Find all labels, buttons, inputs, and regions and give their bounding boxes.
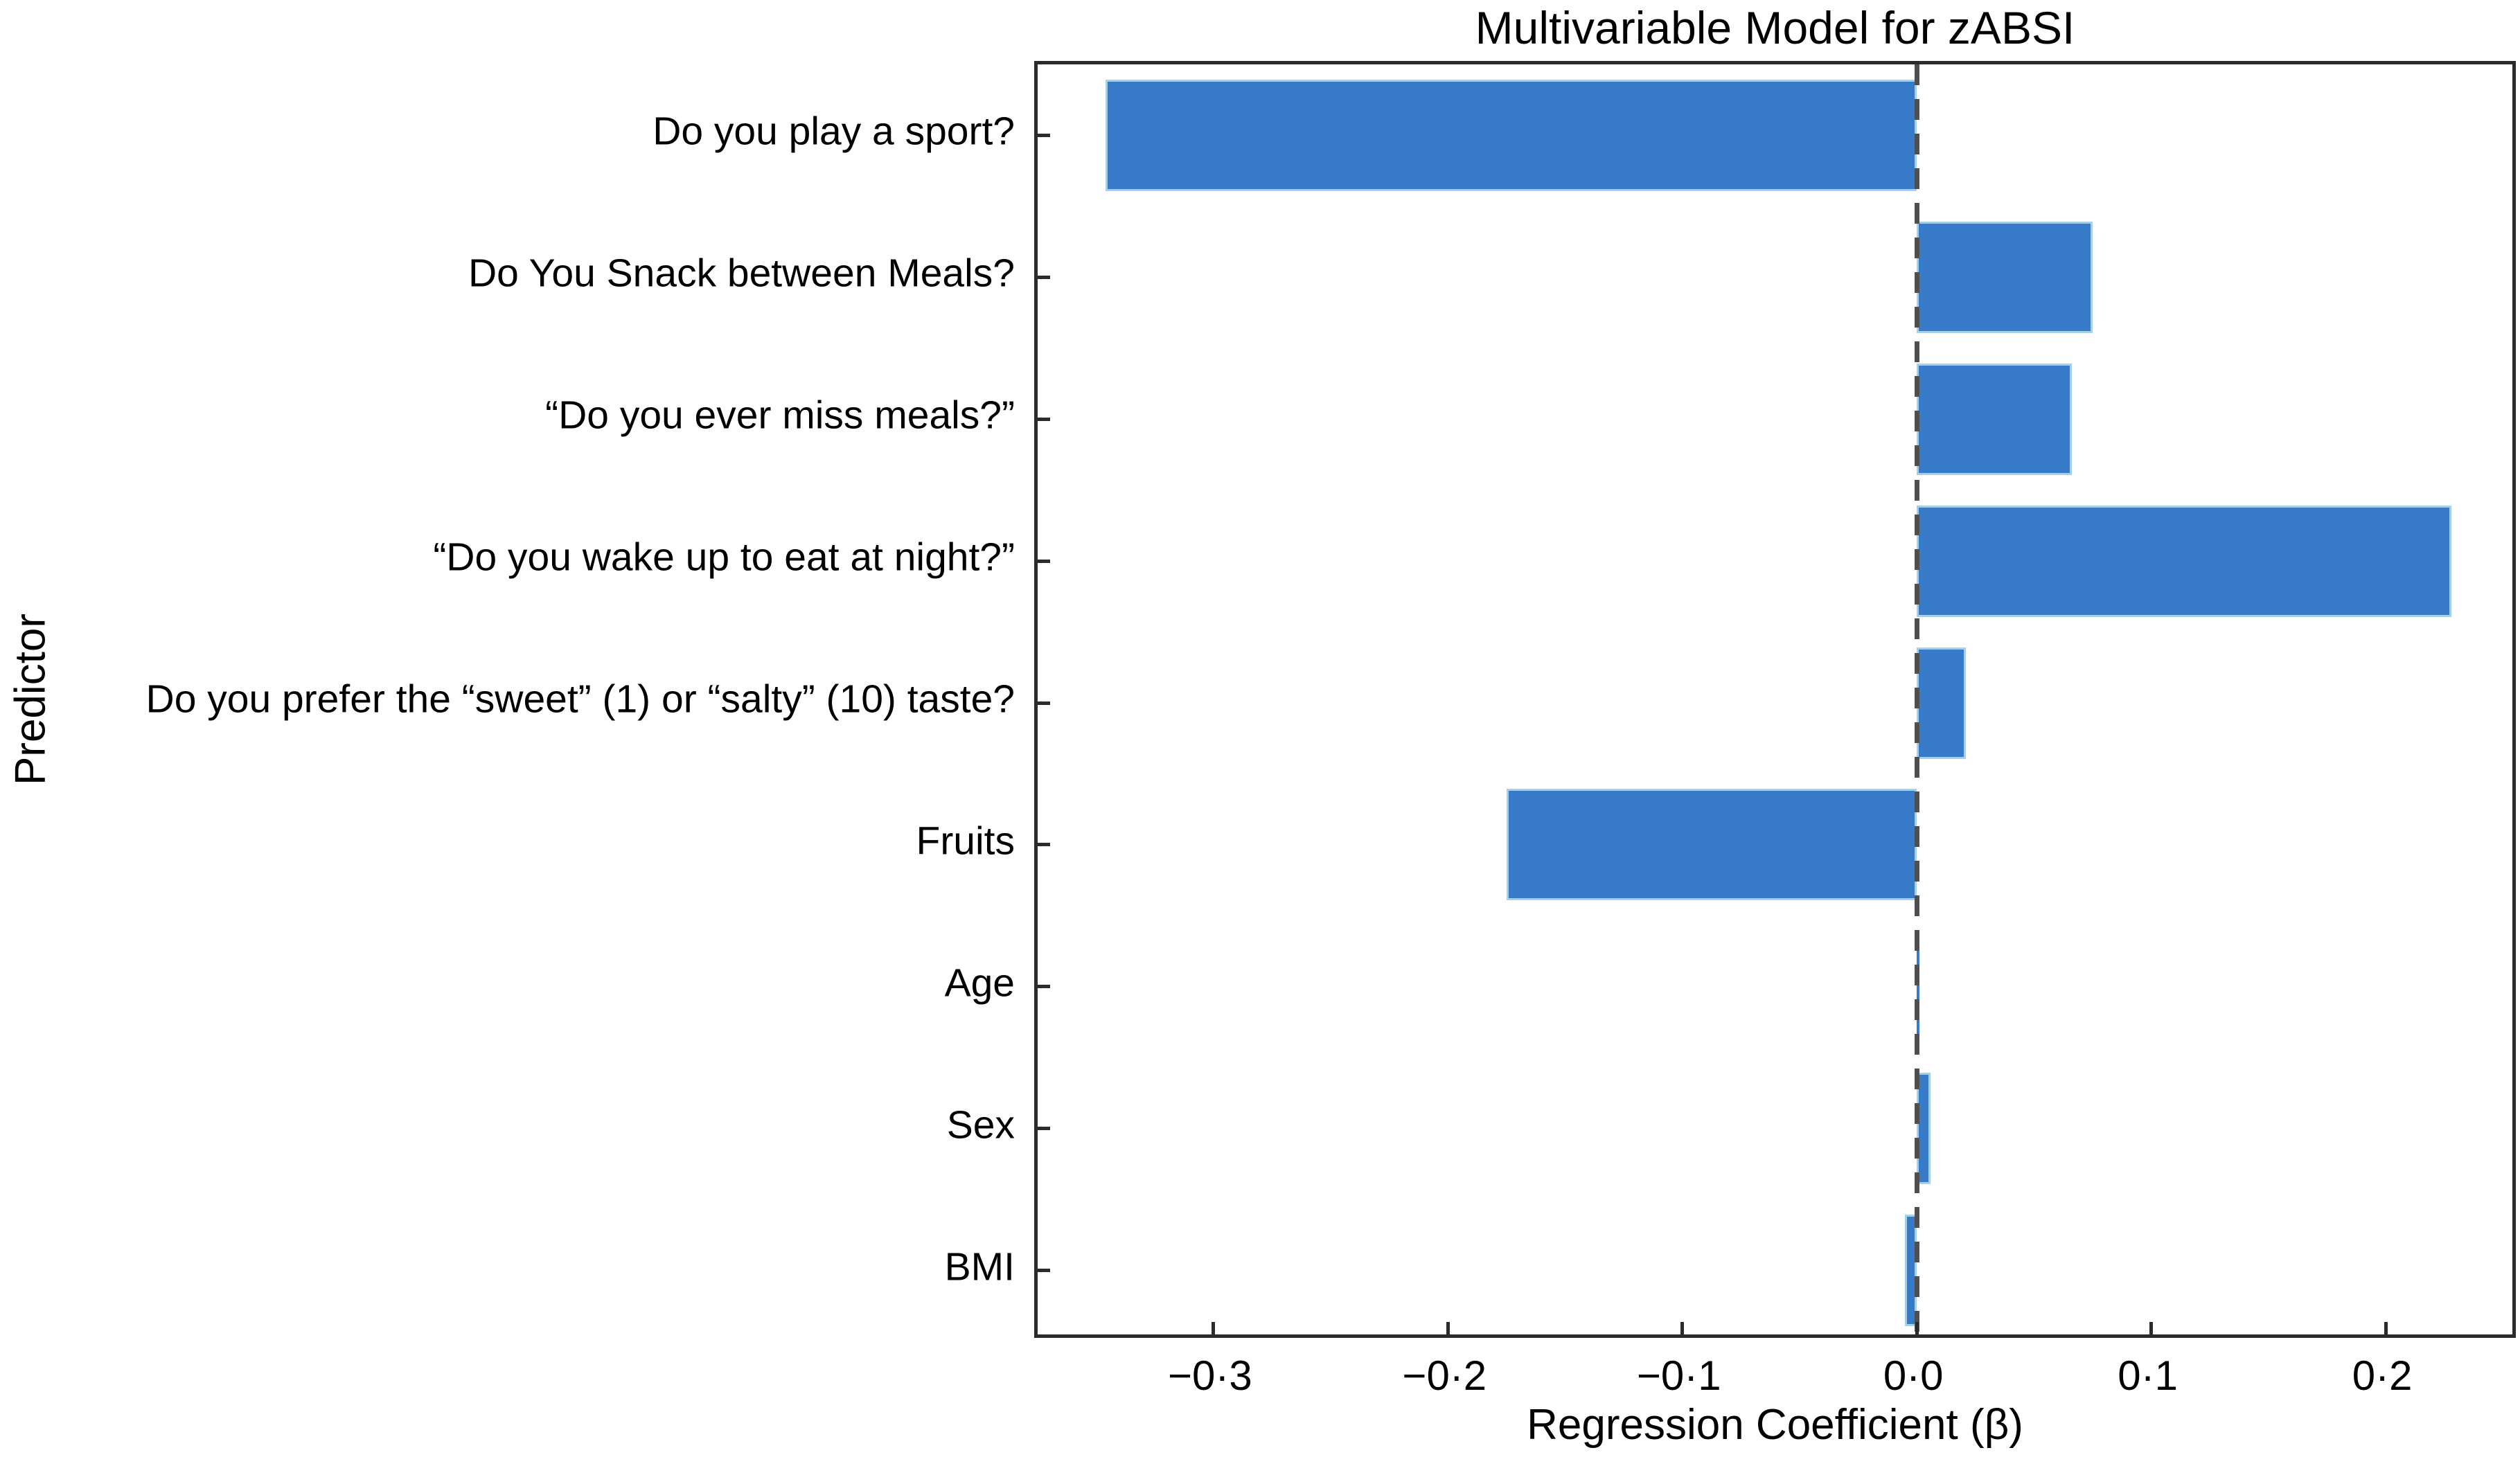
- x-tick-1: [1446, 1322, 1450, 1334]
- y-tick-6: [1038, 985, 1050, 989]
- y-axis-label-7: Sex: [946, 1102, 1015, 1147]
- x-tick-label-1: −0·2: [1402, 1352, 1487, 1399]
- x-tick-0: [1212, 1322, 1216, 1334]
- y-axis-label-5: Fruits: [916, 819, 1015, 864]
- y-tick-7: [1038, 1127, 1050, 1131]
- x-tick-label-5: 0·2: [2352, 1352, 2413, 1399]
- y-axis-label-3: “Do you wake up to eat at night?”: [433, 535, 1015, 580]
- bar-0: [1106, 79, 1917, 191]
- zero-line: [1914, 64, 1919, 1334]
- bar-5: [1506, 789, 1917, 901]
- y-axis-label-2: “Do you ever miss meals?”: [545, 393, 1015, 438]
- bar-3: [1917, 505, 2451, 617]
- y-axis-title: Predictor: [6, 613, 55, 786]
- y-tick-1: [1038, 275, 1050, 279]
- x-tick-5: [2384, 1322, 2388, 1334]
- y-tick-0: [1038, 133, 1050, 137]
- x-axis-title: Regression Coefficient (β): [1527, 1401, 2023, 1449]
- bar-1: [1917, 221, 2093, 333]
- y-axis-label-8: BMI: [944, 1244, 1015, 1289]
- x-tick-2: [1680, 1322, 1685, 1334]
- bar-2: [1917, 363, 2072, 475]
- x-tick-label-0: −0·3: [1167, 1352, 1252, 1399]
- x-tick-label-2: −0·1: [1636, 1352, 1721, 1399]
- bar-4: [1917, 647, 1967, 759]
- y-tick-2: [1038, 417, 1050, 421]
- x-tick-label-4: 0·1: [2118, 1352, 2178, 1399]
- y-axis-label-0: Do you play a sport?: [653, 109, 1015, 154]
- y-axis-label-1: Do You Snack between Meals?: [468, 251, 1015, 296]
- y-tick-3: [1038, 559, 1050, 563]
- y-tick-8: [1038, 1269, 1050, 1273]
- y-axis-label-6: Age: [944, 960, 1015, 1005]
- y-tick-4: [1038, 701, 1050, 705]
- plot-area: [1034, 61, 2516, 1338]
- x-tick-3: [1915, 1322, 1919, 1334]
- chart-title: Multivariable Model for zABSI: [1475, 2, 2075, 53]
- y-tick-5: [1038, 843, 1050, 847]
- x-tick-label-3: 0·0: [1883, 1352, 1944, 1399]
- x-tick-4: [2149, 1322, 2154, 1334]
- y-axis-label-4: Do you prefer the “sweet” (1) or “salty”…: [145, 677, 1015, 722]
